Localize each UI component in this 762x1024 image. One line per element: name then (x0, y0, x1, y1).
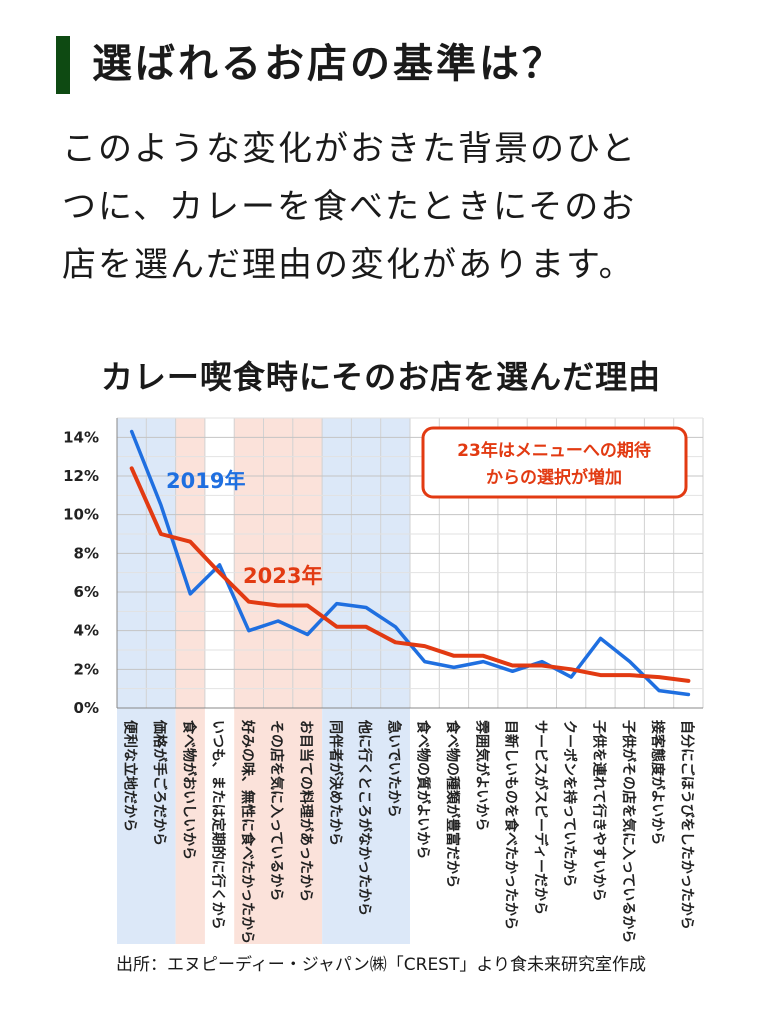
category-label: 価格が手ごろだから (151, 719, 168, 846)
category-label: 雰囲気がよいから (473, 720, 490, 831)
chart-title: カレー喫食時にそのお店を選んだ理由 (100, 358, 662, 396)
highlight-band (234, 418, 323, 944)
category-label: 食べ物がおいしいから (180, 720, 197, 860)
category-label: 子供を連れて行きやすいから (590, 720, 607, 902)
series-label-2023: 2023年 (243, 564, 322, 588)
y-tick-label: 8% (74, 544, 99, 562)
category-label: 接客態度がよいから (649, 720, 666, 845)
y-tick-label: 4% (74, 622, 99, 640)
y-tick-label: 12% (63, 467, 99, 485)
category-label: お目当ての料理があったから (297, 720, 314, 902)
category-label: いつも、または定期的に行くから (210, 720, 227, 930)
annotation-text: からの選択が増加 (486, 467, 622, 488)
source-note: 出所：エヌピーディー・ジャパン㈱「CREST」より食未来研究室作成 (115, 955, 647, 975)
series-line-2023 (129, 466, 691, 683)
page-heading: 選ばれるお店の基準は？ (92, 41, 565, 87)
highlight-band (322, 418, 410, 944)
annotation-box (421, 426, 688, 499)
annotation-text: 23年はメニューへの期待 (457, 440, 651, 461)
category-label: クーポンを持っていたから (561, 720, 578, 887)
body-line: このような変化がおきた背景のひと (62, 129, 637, 169)
body-line: つに、カレーを食べたときにそのお (62, 187, 637, 227)
category-label: 同伴者が決めたから (327, 720, 344, 846)
category-label: 他に行くところがなかったから (356, 719, 373, 916)
heading-accent-bar (56, 36, 70, 94)
category-label: その店を気に入っているから (268, 720, 285, 901)
category-label: 子供がその店を気に入っているから (620, 720, 637, 943)
category-label: 目新しいものを食べたかったから (503, 720, 520, 930)
highlight-band (175, 418, 205, 944)
category-label: 食べ物の質がよいから (415, 720, 432, 859)
category-label: サービスがスピーディーだから (532, 720, 549, 915)
category-label: 便利な立地だから (122, 720, 139, 832)
series-label-2019: 2019年 (166, 469, 245, 493)
y-tick-label: 6% (74, 583, 99, 601)
category-label: 自分にごほうびをしたかったから (678, 720, 695, 930)
y-tick-label: 14% (63, 428, 99, 446)
y-tick-label: 2% (74, 660, 99, 678)
category-label: 好みの味、無性に食べたかったから (239, 719, 256, 944)
body-line: 店を選んだ理由の変化があります。 (62, 245, 635, 285)
body-text: このような変化がおきた背景のひと つに、カレーを食べたときにそのお 店を選んだ理… (62, 120, 722, 294)
category-label: 急いでいたから (385, 720, 402, 818)
category-label: 食べ物の種類が豊富だから (444, 720, 461, 888)
y-tick-label: 10% (63, 506, 99, 524)
y-tick-label: 0% (74, 699, 99, 717)
